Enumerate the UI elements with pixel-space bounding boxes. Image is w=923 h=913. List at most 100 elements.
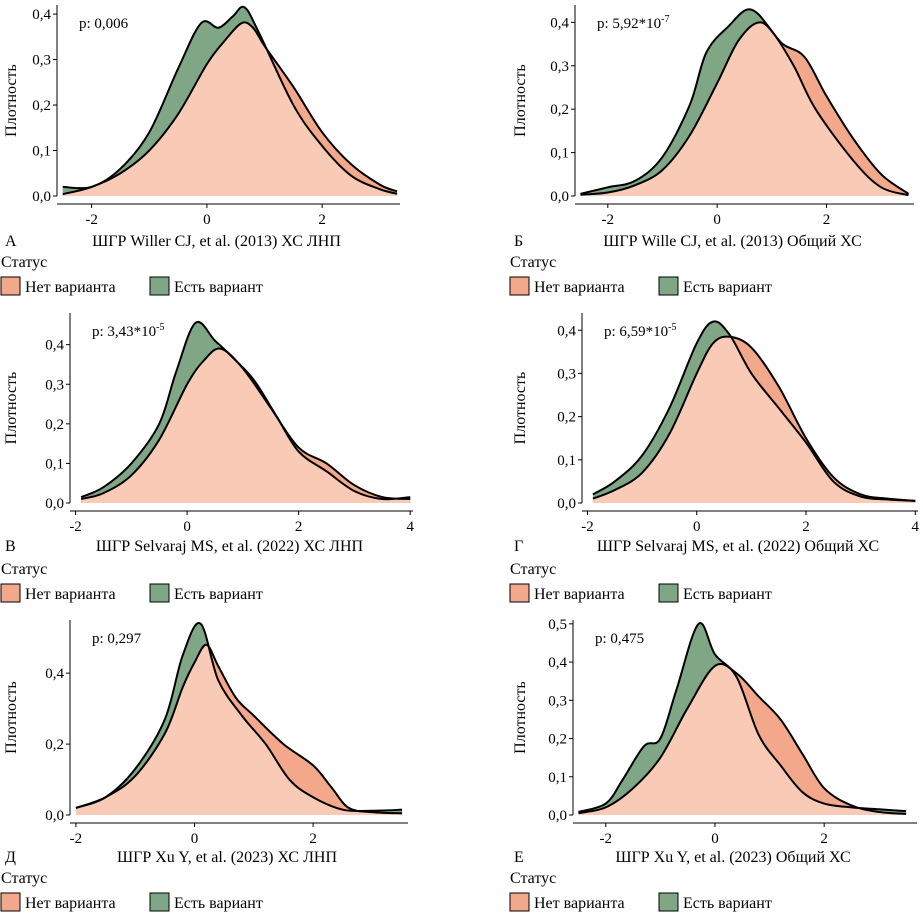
panel-letter: Е bbox=[514, 849, 524, 866]
legend-swatch-has-variant bbox=[149, 892, 170, 912]
y-tick-label: 0,0 bbox=[550, 189, 569, 205]
y-tick-label: 0,3 bbox=[557, 366, 576, 382]
x-axis-label: ШГР Xu Y, et al. (2023) Общий ХС bbox=[615, 849, 850, 866]
x-tick-label: -2 bbox=[581, 519, 594, 535]
panel-3: 0,0 0,1 0,2 0,3 0,4 -2 0 2 4 Плотность p: 3,43*10-… bbox=[0, 313, 414, 603]
density-overlap bbox=[578, 663, 907, 815]
legend-swatch-no-variant bbox=[509, 276, 530, 296]
p-value-exponent: -5 bbox=[156, 322, 164, 333]
legend-swatch-has-variant bbox=[149, 583, 170, 603]
y-tick-label: 0,5 bbox=[548, 617, 567, 633]
x-tick-label: 0 bbox=[203, 212, 211, 228]
density-overlap bbox=[580, 22, 909, 196]
panel-6: 0,0 0,1 0,2 0,3 0,4 0,5 -2 0 2 Плотность p: 0,475 Е… bbox=[509, 617, 917, 912]
plot-area bbox=[578, 622, 907, 815]
p-value-text: p: 0,475 bbox=[595, 631, 644, 647]
legend: Статус Нет варианта Есть вариант bbox=[509, 254, 772, 296]
legend-swatch-no-variant bbox=[0, 583, 21, 603]
legend-title: Статус bbox=[510, 561, 556, 578]
legend-label: Есть вариант bbox=[683, 279, 772, 296]
x-axis-label: ШГР Selvaraj MS, et al. (2022) ХС ЛНП bbox=[96, 538, 364, 555]
density-line-has-variant bbox=[592, 320, 916, 502]
density-line-no-variant bbox=[75, 643, 403, 815]
p-value-annotation: p: 0,006 bbox=[79, 16, 129, 32]
y-tick-label: 0,3 bbox=[45, 377, 64, 393]
x-tick-label: -2 bbox=[602, 212, 615, 228]
y-tick-label: 0,1 bbox=[45, 456, 64, 472]
x-tick-label: 2 bbox=[820, 831, 828, 847]
legend-label: Есть вариант bbox=[174, 279, 263, 296]
y-tick-label: 0,0 bbox=[557, 496, 576, 512]
y-tick-label: 0,2 bbox=[45, 737, 64, 753]
legend: Статус Нет варианта Есть вариант bbox=[0, 870, 263, 912]
y-axis-label: Плотность bbox=[512, 681, 529, 754]
x-tick-label: 4 bbox=[406, 519, 414, 535]
x-axis-label: ШГР Selvaraj MS, et al. (2022) Общий ХС bbox=[597, 538, 879, 555]
legend-label: Нет варианта bbox=[534, 895, 625, 912]
legend-swatch-has-variant bbox=[658, 892, 679, 912]
y-tick-label: 0,4 bbox=[548, 655, 567, 671]
p-value-annotation: p: 6,59*10-5 bbox=[604, 322, 677, 340]
y-tick-label: 0,2 bbox=[548, 732, 567, 748]
p-value-exponent: -7 bbox=[661, 14, 669, 25]
legend-title: Статус bbox=[1, 254, 47, 271]
panel-letter: А bbox=[5, 233, 17, 250]
y-axis-label: Плотность bbox=[3, 64, 20, 137]
y-tick-label: 0,4 bbox=[45, 666, 64, 682]
density-line-has-variant bbox=[75, 622, 403, 813]
plot-area bbox=[592, 320, 916, 503]
y-tick-label: 0,3 bbox=[548, 693, 567, 709]
panel-1: 0,0 0,1 0,2 0,3 0,4 -2 0 2 Плотность p: 0,006 А ШГР… bbox=[0, 5, 400, 296]
panel-4: 0,0 0,1 0,2 0,3 0,4 -2 0 2 4 Плотность p: 6,59*10-… bbox=[509, 313, 920, 603]
y-tick-label: 0,4 bbox=[45, 338, 64, 354]
plot-area bbox=[580, 8, 910, 196]
density-line-has-variant bbox=[62, 5, 398, 195]
plot-area bbox=[62, 5, 398, 196]
y-tick-label: 0,2 bbox=[550, 102, 569, 118]
y-tick-label: 0,1 bbox=[557, 453, 576, 469]
x-tick-label: -2 bbox=[70, 831, 83, 847]
panel-2: 0,0 0,1 0,2 0,3 0,4 -2 0 2 Плотность p: 5,92*10-7… bbox=[509, 5, 914, 296]
panel-5: 0,0 0,2 0,4 -2 0 2 Плотность p: 0,297 Д ШГР Xu Y,… bbox=[0, 620, 408, 912]
legend-swatch-no-variant bbox=[0, 892, 21, 912]
p-value-annotation: p: 3,43*10-5 bbox=[92, 322, 165, 340]
y-axis-label: Плотность bbox=[512, 64, 529, 137]
y-tick-label: 0,2 bbox=[557, 410, 576, 426]
y-tick-label: 0,2 bbox=[32, 98, 51, 114]
y-tick-label: 0,0 bbox=[45, 496, 64, 512]
density-line-no-variant bbox=[580, 21, 910, 196]
legend-swatch-no-variant bbox=[509, 583, 530, 603]
panel-letter: Б bbox=[514, 233, 523, 250]
x-tick-label: -2 bbox=[600, 831, 613, 847]
density-line-no-variant bbox=[62, 21, 398, 196]
x-tick-label: 0 bbox=[191, 831, 199, 847]
y-tick-label: 0,0 bbox=[548, 808, 567, 824]
legend-swatch-has-variant bbox=[658, 583, 679, 603]
y-tick-label: 0,4 bbox=[32, 7, 51, 23]
x-tick-label: -2 bbox=[85, 212, 98, 228]
legend-title: Статус bbox=[1, 870, 47, 887]
y-axis-label: Плотность bbox=[512, 372, 529, 445]
x-tick-label: -2 bbox=[69, 519, 82, 535]
legend-label: Нет варианта bbox=[25, 895, 116, 912]
panel-letter: В bbox=[5, 538, 16, 555]
density-line-has-variant bbox=[580, 8, 909, 196]
density-overlap bbox=[81, 348, 411, 503]
p-value-text: p: 0,006 bbox=[79, 16, 129, 32]
legend-label: Нет варианта bbox=[25, 279, 116, 296]
x-tick-label: 0 bbox=[713, 212, 721, 228]
p-value-annotation: p: 0,475 bbox=[595, 631, 644, 647]
legend: Статус Нет варианта Есть вариант bbox=[0, 561, 263, 603]
y-tick-label: 0,4 bbox=[557, 323, 576, 339]
p-value-annotation: p: 0,297 bbox=[92, 631, 142, 647]
density-line-no-variant bbox=[578, 662, 907, 815]
y-tick-label: 0,2 bbox=[45, 417, 64, 433]
x-tick-label: 0 bbox=[183, 519, 191, 535]
legend-title: Статус bbox=[510, 254, 556, 271]
y-tick-label: 0,3 bbox=[550, 59, 569, 75]
legend: Статус Нет варианта Есть вариант bbox=[509, 870, 772, 912]
x-tick-label: 4 bbox=[912, 519, 920, 535]
x-tick-label: 0 bbox=[711, 831, 719, 847]
x-axis-label: ШГР Wille CJ, et al. (2013) Общий ХС bbox=[603, 233, 862, 250]
x-tick-label: 2 bbox=[823, 212, 831, 228]
